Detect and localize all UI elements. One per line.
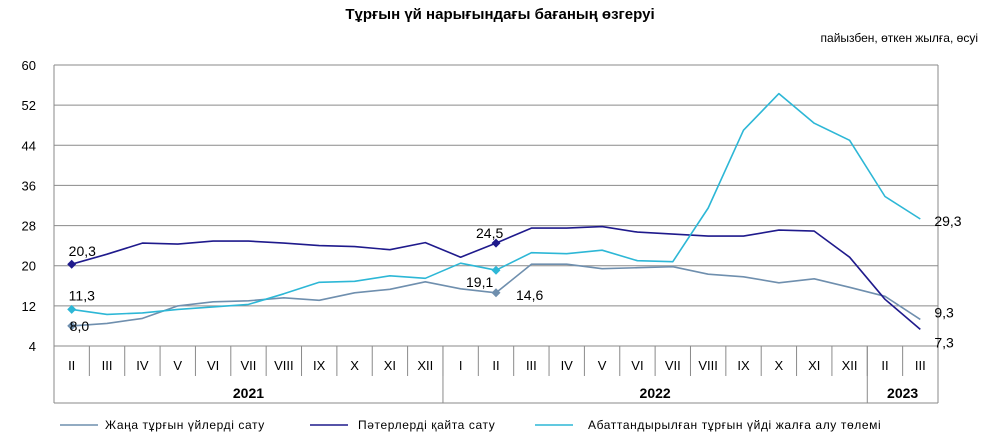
y-tick-label: 28 xyxy=(22,219,36,234)
x-tick-label: II xyxy=(68,358,75,373)
chart-units-label: пайызбен, өткен жылға, өсуі xyxy=(820,31,978,45)
data-point-marker xyxy=(491,265,501,275)
data-label: 19,1 xyxy=(466,274,493,290)
x-tick-label: XI xyxy=(808,358,820,373)
legend: Жаңа тұрғын үйлерді сату Пәтерлерді қайта… xyxy=(60,418,881,432)
data-label: 14,6 xyxy=(516,287,543,303)
x-tick-label: III xyxy=(915,358,926,373)
x-tick-label: VII xyxy=(665,358,681,373)
legend-entry: Абаттандырылған тұрғын үйді жалға алу тө… xyxy=(588,418,881,432)
data-point-marker xyxy=(491,238,501,248)
x-tick-label: XI xyxy=(384,358,396,373)
y-tick-label: 60 xyxy=(22,58,36,73)
x-tick-label: XII xyxy=(842,358,858,373)
grid-lines xyxy=(53,64,939,347)
data-label: 20,3 xyxy=(69,243,96,259)
x-tick-label: V xyxy=(598,358,607,373)
y-tick-label: 4 xyxy=(29,339,36,354)
year-label: 2021 xyxy=(233,385,264,401)
data-label: 9,3 xyxy=(934,304,954,320)
x-tick-label: I xyxy=(459,358,463,373)
x-tick-label: IX xyxy=(737,358,750,373)
x-tick-label: VI xyxy=(631,358,643,373)
x-tick-label: IX xyxy=(313,358,326,373)
year-label: 2023 xyxy=(887,385,918,401)
data-point-marker xyxy=(67,304,77,314)
year-label: 2022 xyxy=(640,385,671,401)
data-label: 7,3 xyxy=(934,334,954,350)
x-tick-label: III xyxy=(102,358,113,373)
y-tick-label: 12 xyxy=(22,299,36,314)
chart-title: Тұрғын үй нарығындағы бағаның өзгеруі xyxy=(345,6,655,23)
y-tick-label: 36 xyxy=(22,178,36,193)
data-label: 11,3 xyxy=(69,287,95,303)
x-tick-label: X xyxy=(775,358,784,373)
data-label: 24,5 xyxy=(476,225,503,241)
legend-entry: Пәтерлерді қайта сату xyxy=(358,418,495,432)
y-tick-label: 44 xyxy=(22,138,36,153)
data-point-marker xyxy=(491,288,501,298)
x-tick-label: VIII xyxy=(698,358,718,373)
data-point-marker xyxy=(67,259,77,269)
data-label: 8,0 xyxy=(70,318,90,334)
y-tick-label: 52 xyxy=(22,98,36,113)
data-label: 29,3 xyxy=(934,213,961,229)
y-tick-label: 20 xyxy=(22,259,36,274)
series-lines xyxy=(67,92,921,331)
x-tick-label: XII xyxy=(417,358,433,373)
x-tick-label: II xyxy=(492,358,499,373)
x-tick-label: IV xyxy=(136,358,149,373)
x-tick-label: V xyxy=(173,358,182,373)
x-tick-label: VII xyxy=(241,358,257,373)
x-tick-label: VI xyxy=(207,358,219,373)
x-tick-label: II xyxy=(881,358,888,373)
x-tick-label: III xyxy=(526,358,537,373)
data-labels: 8,0 14,6 9,3 20,3 24,5 7,3 11,3 19,1 29,3 xyxy=(69,213,962,350)
x-tick-label: IV xyxy=(561,358,574,373)
x-tick-label: VIII xyxy=(274,358,294,373)
x-tick-label: X xyxy=(350,358,359,373)
legend-entry: Жаңа тұрғын үйлерді сату xyxy=(105,418,265,432)
data-point-marker xyxy=(67,321,77,331)
